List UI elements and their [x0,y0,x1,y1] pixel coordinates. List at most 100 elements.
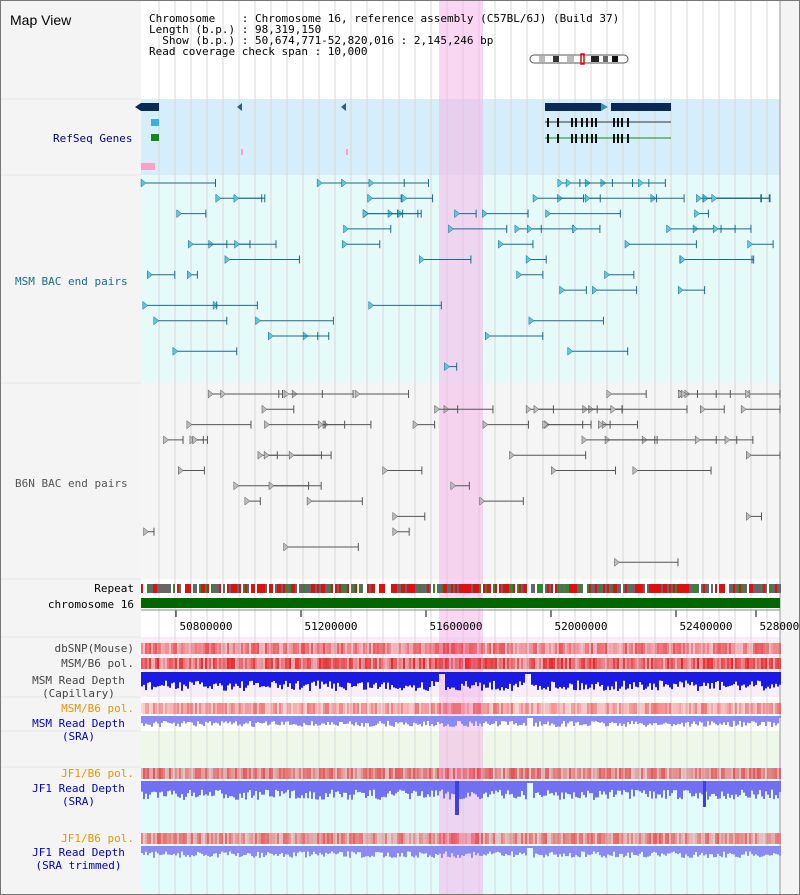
heat-cell [605,768,607,779]
depth-bar [229,846,231,852]
depth-bar [415,781,417,792]
heat-cell [449,703,451,714]
depth-bar [451,672,453,688]
depth-bar [727,716,729,723]
msm-bac-label[interactable]: MSM BAC end pairs [15,275,128,288]
depth-bar [461,672,463,684]
bac-end [572,224,578,234]
depth-bar [699,846,701,855]
depth-bar [507,781,509,791]
dbsnp-label[interactable]: dbSNP(Mouse) [54,642,134,655]
depth-bar [611,716,613,723]
depth-bar [221,672,223,686]
heat-cell [261,768,263,779]
heat-cell [351,703,353,714]
depth-bar [567,716,569,724]
depth-bar [611,846,613,856]
b6n-bac-label[interactable]: B6N BAC end pairs [15,477,128,490]
heat-cell [357,658,359,669]
depth-bar [635,716,637,722]
heat-cell [579,703,581,714]
depth-bar [779,672,781,685]
depth-bar [777,846,779,855]
depth-bar [385,672,387,689]
heat-cell [693,643,695,654]
depth-bar [467,672,469,687]
heat-cell [535,643,537,654]
msm-b6-pol-label[interactable]: MSM/B6 pol. [61,657,134,670]
bac-end [306,496,313,506]
refseq-genes-label[interactable]: RefSeq Genes [53,132,133,145]
heat-cell [629,703,631,714]
depth-bar [223,672,225,691]
heat-cell [391,768,393,779]
heat-cell [765,833,767,844]
heat-cell [243,768,245,779]
msm-depth-capillary-label[interactable]: MSM Read Depth (Capillary) [21,674,136,700]
msm-b6-pol-2-label[interactable]: MSM/B6 pol. [61,702,134,715]
depth-bar [285,672,287,681]
depth-bar [689,846,691,858]
jf1-b6-pol-label[interactable]: JF1/B6 pol. [61,767,134,780]
heat-cell [615,658,617,669]
heat-cell [351,643,353,654]
depth-bar [141,781,143,792]
heat-cell [295,833,297,844]
exon [575,134,577,143]
heat-cell [753,658,755,669]
depth-bar [155,781,157,793]
depth-bar [539,716,541,722]
heat-cell [439,658,441,669]
depth-bar [281,846,283,853]
heat-cell [663,643,665,654]
depth-bar [747,672,749,687]
depth-bar [407,781,409,794]
heat-cell [287,768,289,779]
depth-bar [249,781,251,791]
heat-cell [775,703,777,714]
depth-bar [487,781,489,798]
jf1-b6-pol-2-label[interactable]: JF1/B6 pol. [61,832,134,845]
depth-bar [559,846,561,855]
heat-cell [257,658,259,669]
repeat-mark [685,584,687,593]
depth-bar [755,672,757,685]
depth-bar [691,781,693,797]
heat-cell [415,703,417,714]
heat-cell [709,703,711,714]
depth-bar [359,846,361,853]
heat-cell [525,643,527,654]
depth-bar [369,672,371,688]
heat-cell [649,833,651,844]
depth-bar [493,672,495,681]
repeat-mark [519,584,521,593]
jf1-depth-sra-label[interactable]: JF1 Read Depth (SRA) [21,782,136,808]
repeat-mark [171,584,173,593]
depth-bar [473,716,475,726]
repeat-mark [403,584,405,593]
chromosome-ideogram[interactable] [529,53,631,65]
depth-bar [523,672,525,683]
bac-end [434,404,440,414]
bac-end [485,331,491,341]
repeat-mark [627,584,629,593]
depth-bar [265,672,267,687]
jf1-depth-trimmed-label[interactable]: JF1 Read Depth (SRA trimmed) [21,846,136,872]
heat-cell [259,703,261,714]
heat-cell [737,703,739,714]
depth-bar [441,672,443,674]
depth-bar [767,781,769,795]
depth-bar [327,716,329,723]
depth-bar [307,846,309,852]
depth-bar [743,672,745,685]
depth-bar [623,846,625,858]
heat-cell [203,833,205,844]
msm-depth-sra-label[interactable]: MSM Read Depth (SRA) [21,717,136,743]
depth-bar [465,781,467,798]
depth-bar [709,781,711,797]
depth-bar [295,716,297,725]
depth-bar [257,716,259,723]
depth-bar [249,716,251,722]
heat-cell [517,833,519,844]
